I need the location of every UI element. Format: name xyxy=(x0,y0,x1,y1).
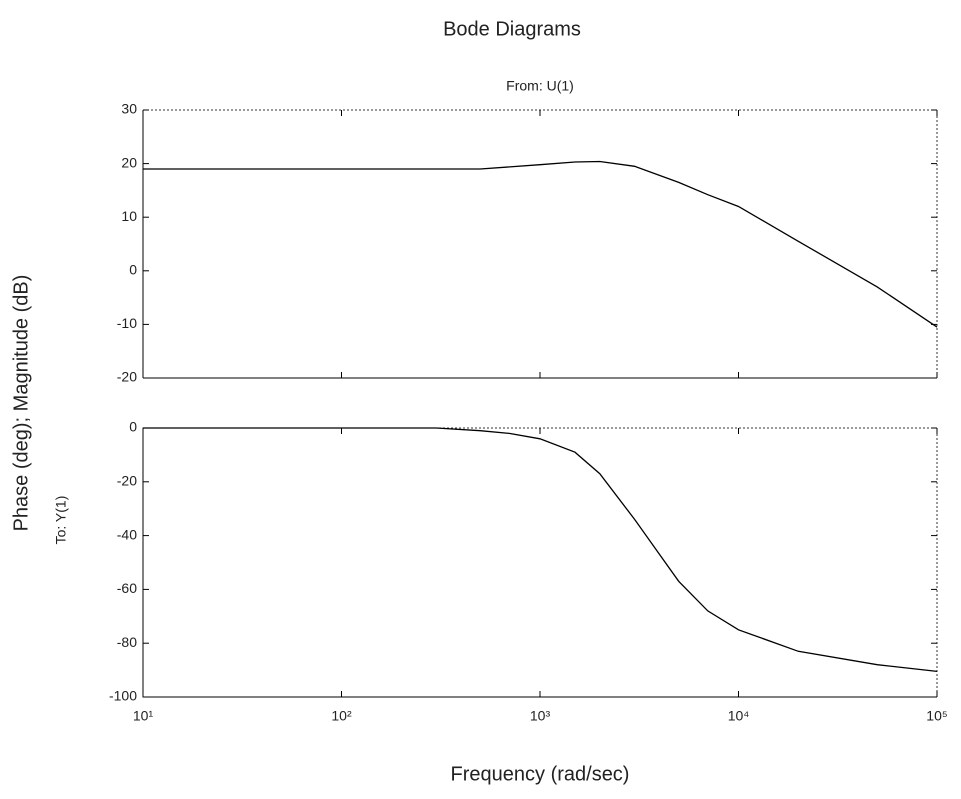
y-tick-label: 0 xyxy=(129,262,137,278)
y-tick-label: -40 xyxy=(117,526,137,542)
y-tick-label: -100 xyxy=(109,688,137,704)
plot-frame xyxy=(142,427,938,698)
y-tick-label: -80 xyxy=(117,634,137,650)
y-axis-label: Phase (deg); Magnitude (dB) xyxy=(10,275,32,532)
x-tick-label: 10⁵ xyxy=(926,708,947,724)
response-line xyxy=(143,427,938,673)
chart-title: Bode Diagrams xyxy=(443,18,581,40)
y-tick-label: -10 xyxy=(117,315,137,331)
row-label: To: Y(1) xyxy=(53,496,69,545)
x-tick-label: 10³ xyxy=(530,708,551,724)
y-tick-label: 30 xyxy=(121,101,137,117)
response-line xyxy=(143,160,938,328)
y-tick-label: 20 xyxy=(121,154,137,170)
y-tick-label: 0 xyxy=(129,419,137,435)
y-tick-label: -60 xyxy=(117,580,137,596)
y-tick-label: -20 xyxy=(117,473,137,489)
x-tick-label: 10⁴ xyxy=(728,708,750,724)
x-tick-label: 10² xyxy=(331,708,352,724)
x-axis-label: Frequency (rad/sec) xyxy=(451,763,630,785)
y-tick-label: -20 xyxy=(117,369,137,385)
plot-frame xyxy=(142,109,938,379)
y-tick-label: 10 xyxy=(121,208,137,224)
x-tick-label: 10¹ xyxy=(133,708,154,724)
chart-subtitle: From: U(1) xyxy=(506,78,574,94)
